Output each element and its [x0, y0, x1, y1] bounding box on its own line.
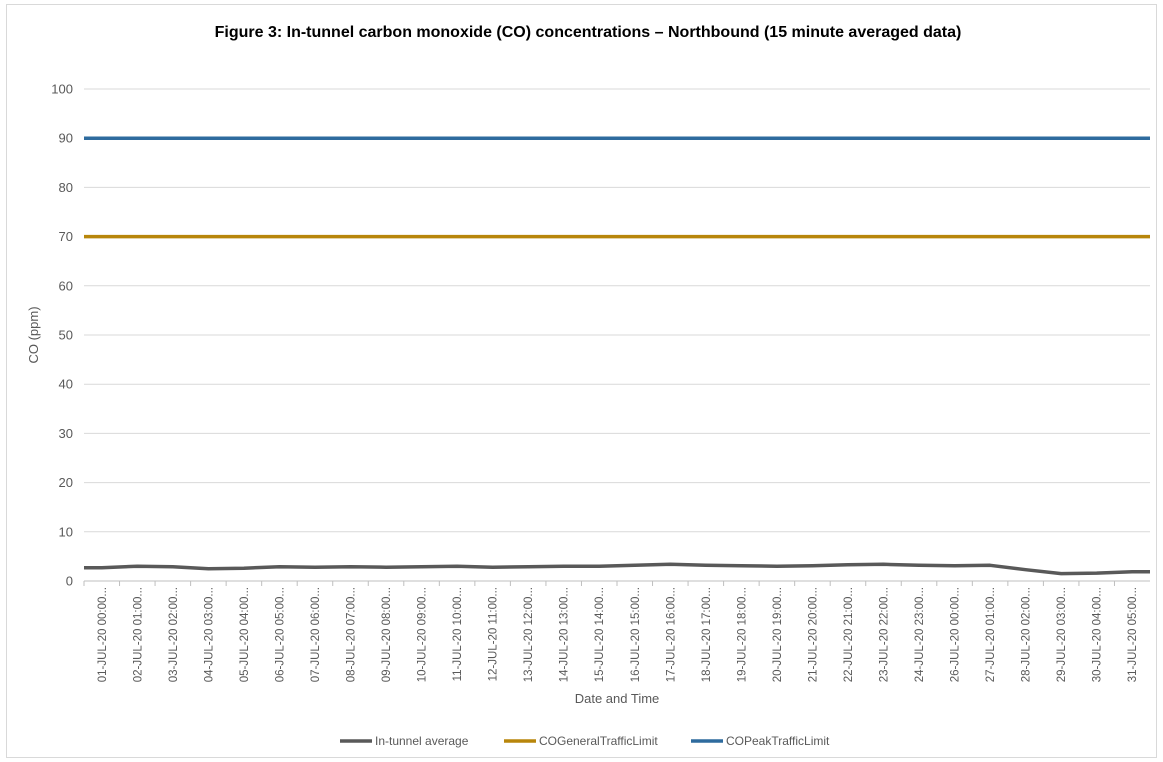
x-tick-label: 08-JUL-20 07:00...: [346, 587, 358, 682]
x-tick-label: 15-JUL-20 14:00...: [594, 587, 606, 682]
y-tick-label: 50: [59, 328, 73, 343]
x-tick-label: 01-JUL-20 00:00...: [97, 587, 109, 682]
series-line-1: [84, 562, 1150, 576]
x-tick-label: 06-JUL-20 05:00...: [274, 587, 286, 682]
x-tick-label: 10-JUL-20 09:00...: [417, 587, 429, 682]
legend-label: COGeneralTrafficLimit: [539, 734, 658, 748]
y-tick-label: 70: [59, 229, 73, 244]
x-tick-label: 17-JUL-20 16:00...: [665, 587, 677, 682]
legend-label: COPeakTrafficLimit: [726, 734, 830, 748]
legend-label: In-tunnel average: [375, 734, 469, 748]
x-tick-label: 27-JUL-20 01:00...: [985, 587, 997, 682]
y-tick-label: 20: [59, 475, 73, 490]
x-tick-label: 28-JUL-20 02:00...: [1021, 587, 1033, 682]
x-tick-label: 12-JUL-20 11:00...: [488, 587, 500, 681]
x-tick-label: 23-JUL-20 22:00...: [879, 587, 891, 682]
x-tick-label: 30-JUL-20 04:00...: [1092, 587, 1104, 682]
x-tick-label: 13-JUL-20 12:00...: [523, 587, 535, 682]
x-tick-label: 18-JUL-20 17:00...: [701, 587, 713, 682]
x-tick-label: 07-JUL-20 06:00...: [310, 587, 322, 682]
x-tick-label: 21-JUL-20 20:00...: [807, 587, 819, 682]
x-tick-label: 14-JUL-20 13:00...: [559, 587, 571, 682]
y-axis-ticks: 0 10 20 30 40 50 60 70 80 90 100: [51, 82, 73, 589]
chart-frame: [6, 4, 1157, 758]
y-tick-label: 90: [59, 131, 73, 146]
x-tick-label: 31-JUL-20 05:00...: [1127, 587, 1139, 682]
y-tick-label: 40: [59, 377, 73, 392]
x-tick-label: 05-JUL-20 04:00...: [239, 587, 251, 682]
x-tick-label: 20-JUL-20 19:00...: [772, 587, 784, 682]
x-tick-label: 11-JUL-20 10:00...: [452, 587, 464, 681]
legend: In-tunnel average COGeneralTrafficLimit CO…: [340, 734, 830, 748]
chart-title: Figure 3: In-tunnel carbon monoxide (CO)…: [215, 24, 962, 41]
x-tick-label: 19-JUL-20 18:00...: [736, 587, 748, 682]
x-tick-label: 22-JUL-20 21:00...: [843, 587, 855, 682]
x-tick-label: 26-JUL-20 00:00...: [950, 587, 962, 682]
x-tick-label: 29-JUL-20 03:00...: [1056, 587, 1068, 682]
x-tick-label: 03-JUL-20 02:00...: [168, 587, 180, 682]
y-axis-label: CO (ppm): [26, 306, 41, 363]
x-tick-label: 24-JUL-20 23:00...: [914, 587, 926, 682]
x-axis-ticks: 01-JUL-20 00:00... 02-JUL-20 01:00... 03-J…: [83, 581, 1139, 682]
x-tick-label: 09-JUL-20 08:00...: [381, 587, 393, 682]
y-tick-label: 30: [59, 426, 73, 441]
y-tick-label: 60: [59, 278, 73, 293]
y-tick-label: 80: [59, 180, 73, 195]
x-tick-label: 02-JUL-20 01:00...: [132, 587, 144, 682]
gridlines: [84, 88, 1150, 582]
y-tick-label: 10: [59, 524, 73, 539]
y-tick-label: 0: [66, 574, 73, 589]
y-tick-label: 100: [51, 82, 73, 97]
x-tick-label: 04-JUL-20 03:00...: [203, 587, 215, 682]
series-lines: [84, 136, 1150, 576]
x-axis-label: Date and Time: [575, 691, 660, 706]
x-tick-label: 16-JUL-20 15:00...: [630, 587, 642, 682]
